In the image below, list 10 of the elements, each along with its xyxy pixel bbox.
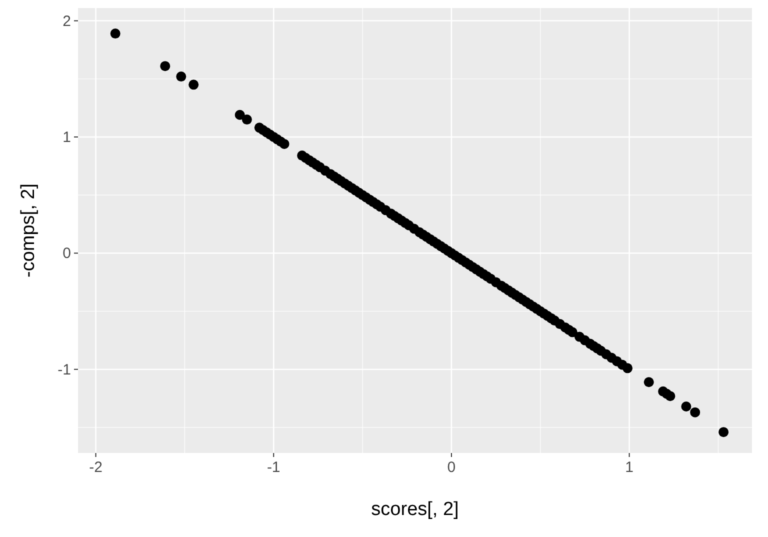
- x-tick-label: 1: [625, 459, 634, 476]
- x-tick-label: -2: [89, 459, 102, 476]
- y-tick-label: 1: [62, 128, 71, 146]
- x-tick-label: 0: [447, 459, 456, 476]
- y-axis-title: -comps[, 2]: [18, 184, 39, 278]
- x-tick-label: -1: [266, 459, 280, 476]
- x-axis-title: scores[, 2]: [371, 499, 459, 520]
- y-tick-label: 0: [62, 245, 71, 262]
- y-tick-label: -1: [58, 361, 71, 378]
- y-tick-label: 2: [62, 12, 71, 30]
